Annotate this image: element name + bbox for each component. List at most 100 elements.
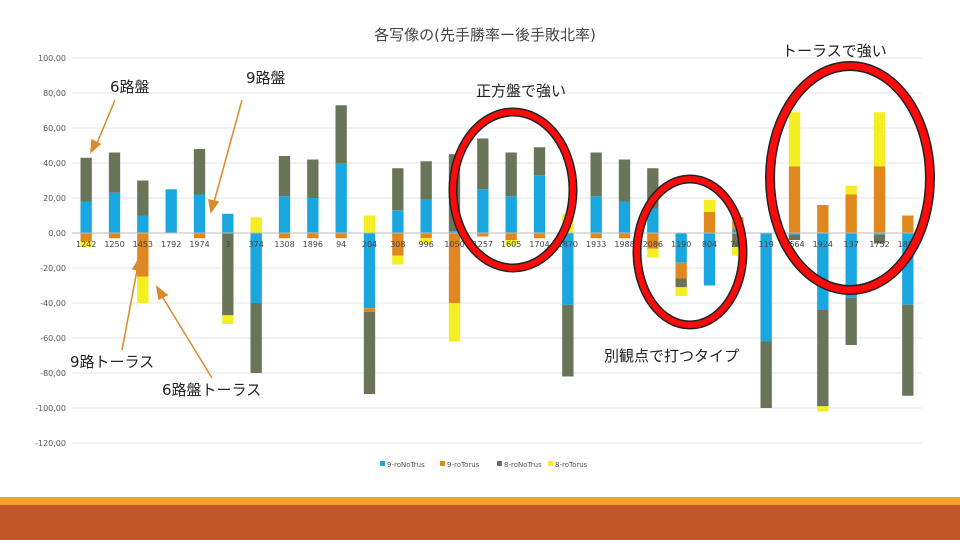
x-tick-label: 1880 [898, 240, 918, 249]
y-tick-label: 80,00 [43, 89, 66, 98]
y-tick-label: 100,00 [38, 54, 66, 63]
bar-8-ronotrus-374 [250, 303, 262, 373]
bar-9-rotorus-1190 [675, 262, 687, 279]
x-tick-label: 1752 [869, 240, 889, 249]
bar-9-ronotrus-119 [760, 233, 772, 342]
bar-9-rotorus-1250 [108, 233, 121, 239]
bar-8-rotorus-3 [222, 315, 234, 324]
x-tick-label: 1190 [671, 240, 691, 249]
bar-9-rotorus-204 [363, 308, 376, 312]
circle-other-view-red [634, 176, 746, 328]
bar-8-ronotrus-1664 [788, 234, 801, 240]
x-tick-label: 119 [759, 240, 774, 249]
x-tick-label: 1050 [444, 240, 464, 249]
annotation-nine-torus: 9路トーラス [70, 353, 155, 371]
bar-9-rotorus-1880 [902, 215, 914, 233]
bar-8-ronotrus-1988 [618, 159, 631, 202]
bar-8-ronotrus-308 [392, 168, 404, 211]
y-tick-label: 40,00 [43, 159, 66, 168]
bar-8-rotorus-1924 [817, 406, 829, 412]
x-tick-label: 1704 [529, 240, 549, 249]
bar-8-ronotrus-1605 [505, 152, 517, 197]
bar-8-rotorus-1050 [448, 303, 461, 342]
bar-9-ronotrus-308 [392, 210, 404, 233]
bar-8-ronotrus-94 [335, 105, 347, 163]
bar-9-rotorus-1257 [477, 233, 489, 237]
bar-8-rotorus-204 [363, 215, 376, 233]
arrow-six-torus [159, 292, 213, 379]
chart-title: 各写像の(先手勝率ー後手敗北率) [374, 26, 596, 44]
bar-9-ronotrus-996 [420, 199, 432, 233]
bar-8-ronotrus-1870 [562, 304, 574, 377]
bar-9-ronotrus-2086 [647, 208, 659, 233]
bar-8-ronotrus-204 [363, 311, 376, 394]
x-tick-label: 204 [362, 240, 377, 249]
bar-8-ronotrus-1250 [108, 152, 121, 193]
bar-8-ronotrus-1308 [278, 156, 291, 197]
legend-swatch [548, 461, 553, 466]
bar-9-ronotrus-1453 [137, 215, 149, 233]
bar-8-ronotrus-1974 [193, 149, 206, 195]
bar-8-ronotrus-1242 [80, 157, 92, 202]
circle-square-strong-red [450, 109, 576, 271]
bar-8-ronotrus-1896 [307, 159, 319, 198]
bar-9-rotorus-94 [335, 233, 347, 239]
bar-9-rotorus-1704 [533, 233, 546, 239]
bar-8-rotorus-1453 [137, 276, 149, 303]
bar-8-rotorus-137 [845, 185, 857, 195]
bar-8-rotorus-2086 [647, 248, 659, 258]
x-tick-label: 1896 [303, 240, 323, 249]
annotation-nine-board: 9路盤 [246, 69, 286, 87]
x-tick-label: 1453 [133, 240, 153, 249]
bar-9-ronotrus-1250 [108, 192, 121, 233]
bar-8-ronotrus-1257 [477, 138, 489, 190]
y-tick-label: -40,00 [40, 299, 66, 308]
annotation-torus-strong: トーラスで強い [782, 42, 887, 60]
bar-9-rotorus-1752 [873, 166, 886, 233]
x-tick-label: 1974 [189, 240, 209, 249]
y-tick-label: -100,00 [35, 404, 66, 413]
legend-swatch [497, 461, 502, 466]
bar-9-rotorus-1605 [505, 233, 517, 240]
footer-bar [0, 505, 960, 540]
legend-label: 8-roNoTrus [504, 461, 542, 469]
bar-9-ronotrus-1880 [902, 233, 914, 305]
legend-label: 9-roTorus [447, 461, 480, 469]
annotation-square-strong: 正方盤で強い [476, 82, 567, 100]
x-tick-label: 1257 [473, 240, 493, 249]
bar-9-ronotrus-1605 [505, 196, 517, 233]
x-tick-label: 1870 [558, 240, 578, 249]
x-tick-label: 1924 [813, 240, 833, 249]
bar-9-rotorus-1933 [590, 233, 602, 239]
bar-9-rotorus-308 [392, 233, 404, 256]
x-tick-label: 308 [390, 240, 405, 249]
bar-8-ronotrus-1453 [137, 180, 149, 216]
circle-torus-strong-red [766, 62, 934, 294]
x-tick-label: 996 [419, 240, 434, 249]
bar-9-ronotrus-804 [703, 233, 716, 286]
bar-8-rotorus-1605 [505, 240, 517, 246]
legend: 9-roNoTrus 9-roTorus 8-roNoTrus 8-roTorus [380, 461, 588, 469]
bar-9-ronotrus-1664 [788, 233, 801, 235]
legend-swatch [440, 461, 445, 466]
bar-9-rotorus-1664 [788, 166, 801, 233]
bars [72, 105, 922, 412]
arrowhead-six-torus [155, 285, 169, 301]
bar-9-ronotrus-1792 [165, 189, 177, 233]
legend-label: 9-roNoTrus [387, 461, 425, 469]
bar-9-ronotrus-1308 [278, 196, 291, 233]
y-tick-label: -80,00 [40, 369, 66, 378]
bar-8-ronotrus-1880 [902, 304, 914, 396]
annotation-other-view: 別観点で打つタイプ [604, 347, 740, 365]
bar-9-rotorus-1308 [278, 233, 291, 239]
bar-9-rotorus-1988 [618, 233, 631, 239]
bar-8-ronotrus-996 [420, 161, 432, 200]
x-tick-label: 94 [336, 240, 346, 249]
bar-9-rotorus-996 [420, 233, 432, 239]
bar-8-rotorus-747 [732, 247, 744, 256]
bar-8-rotorus-804 [703, 199, 716, 212]
bar-8-ronotrus-119 [760, 341, 772, 408]
bar-8-rotorus-996 [420, 238, 432, 244]
x-tick-label: 1664 [784, 240, 804, 249]
